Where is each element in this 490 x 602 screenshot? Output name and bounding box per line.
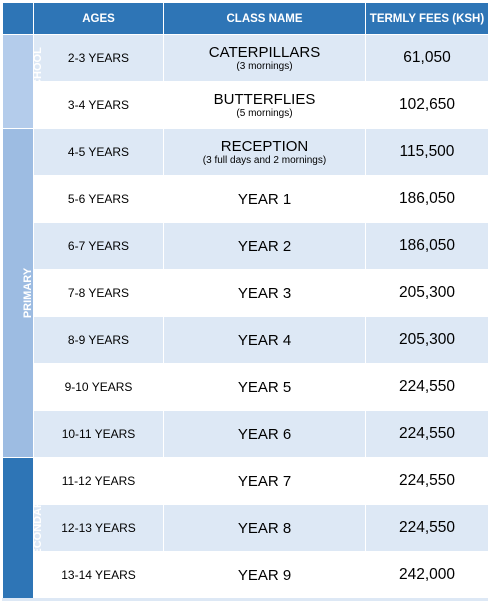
- header-corner: [2, 2, 34, 35]
- age-cell: 9-10 YEARS: [33, 363, 164, 411]
- table-row: 3-4 YEARS BUTTERFLIES (5 mornings) 102,65…: [3, 81, 489, 129]
- header-ages: AGES: [33, 2, 164, 35]
- header-class-name: CLASS NAME: [163, 2, 366, 35]
- group-preschool: PRESCHOOL: [2, 34, 44, 129]
- group-label: SECONDARY: [31, 493, 44, 563]
- age-cell: 10-11 YEARS: [33, 410, 164, 458]
- group-label: PRESCHOOL: [31, 46, 44, 117]
- class-note: (5 mornings): [236, 107, 293, 119]
- table-row: 10-11 YEARS YEAR 6 224,550: [3, 410, 489, 458]
- class-cell: YEAR 8: [163, 504, 366, 552]
- table-row: 5-6 YEARS YEAR 1 186,050: [3, 175, 489, 223]
- table-row: PRIMARY 4-5 YEARS RECEPTION (3 full days …: [2, 128, 489, 458]
- group-label: PRIMARY: [22, 267, 35, 319]
- table-row: 13-14 YEARS YEAR 9 242,000: [3, 551, 489, 599]
- table-row: 12-13 YEARS YEAR 8 224,550: [3, 504, 489, 552]
- table-row: SECONDARY 11-12 YEARS YEAR 7 224,550: [2, 457, 489, 599]
- class-cell: YEAR 2: [163, 222, 366, 270]
- header-row: AGES CLASS NAME TERMLY FEES (KSH): [2, 2, 489, 35]
- fee-cell: 61,050: [365, 34, 489, 82]
- fee-cell: 186,050: [365, 222, 489, 270]
- age-cell: 7-8 YEARS: [33, 269, 164, 317]
- fee-cell: 242,000: [365, 551, 489, 599]
- class-name: RECEPTION: [220, 137, 309, 155]
- fee-cell: 224,550: [365, 363, 489, 411]
- table-row: 9-10 YEARS YEAR 5 224,550: [3, 363, 489, 411]
- table-row: 7-8 YEARS YEAR 3 205,300: [3, 269, 489, 317]
- fee-cell: 205,300: [365, 269, 489, 317]
- fee-cell: 205,300: [365, 316, 489, 364]
- age-cell: 4-5 YEARS: [33, 128, 164, 176]
- table-row: 8-9 YEARS YEAR 4 205,300: [3, 316, 489, 364]
- bottom-rule: [2, 598, 488, 601]
- header-fees: TERMLY FEES (KSH): [365, 2, 489, 35]
- group-primary: PRIMARY: [2, 128, 35, 458]
- class-note: (3 mornings): [236, 60, 293, 72]
- age-cell: 3-4 YEARS: [33, 81, 164, 129]
- class-cell: CATERPILLARS (3 mornings): [163, 34, 366, 82]
- class-cell: YEAR 5: [163, 363, 366, 411]
- age-cell: 13-14 YEARS: [33, 551, 164, 599]
- fee-cell: 186,050: [365, 175, 489, 223]
- class-cell: YEAR 1: [163, 175, 366, 223]
- fee-cell: 224,550: [365, 457, 489, 505]
- age-cell: 11-12 YEARS: [33, 457, 164, 505]
- age-cell: 2-3 YEARS: [33, 34, 164, 82]
- table-row: PRESCHOOL 2-3 YEARS CATERPILLARS (3 morni…: [2, 34, 489, 129]
- age-cell: 8-9 YEARS: [33, 316, 164, 364]
- fee-cell: 115,500: [365, 128, 489, 176]
- class-name: CATERPILLARS: [208, 43, 321, 61]
- class-cell: BUTTERFLIES (5 mornings): [163, 81, 366, 129]
- fee-cell: 224,550: [365, 504, 489, 552]
- class-cell: YEAR 3: [163, 269, 366, 317]
- class-cell: YEAR 7: [163, 457, 366, 505]
- class-name: BUTTERFLIES: [213, 90, 316, 108]
- group-secondary: SECONDARY: [2, 457, 44, 599]
- class-cell: RECEPTION (3 full days and 2 mornings): [163, 128, 366, 176]
- fee-cell: 224,550: [365, 410, 489, 458]
- age-cell: 5-6 YEARS: [33, 175, 164, 223]
- fee-cell: 102,650: [365, 81, 489, 129]
- class-cell: YEAR 6: [163, 410, 366, 458]
- class-cell: YEAR 9: [163, 551, 366, 599]
- age-cell: 6-7 YEARS: [33, 222, 164, 270]
- class-note: (3 full days and 2 mornings): [202, 154, 327, 166]
- class-cell: YEAR 4: [163, 316, 366, 364]
- age-cell: 12-13 YEARS: [33, 504, 164, 552]
- table-row: 6-7 YEARS YEAR 2 186,050: [3, 222, 489, 270]
